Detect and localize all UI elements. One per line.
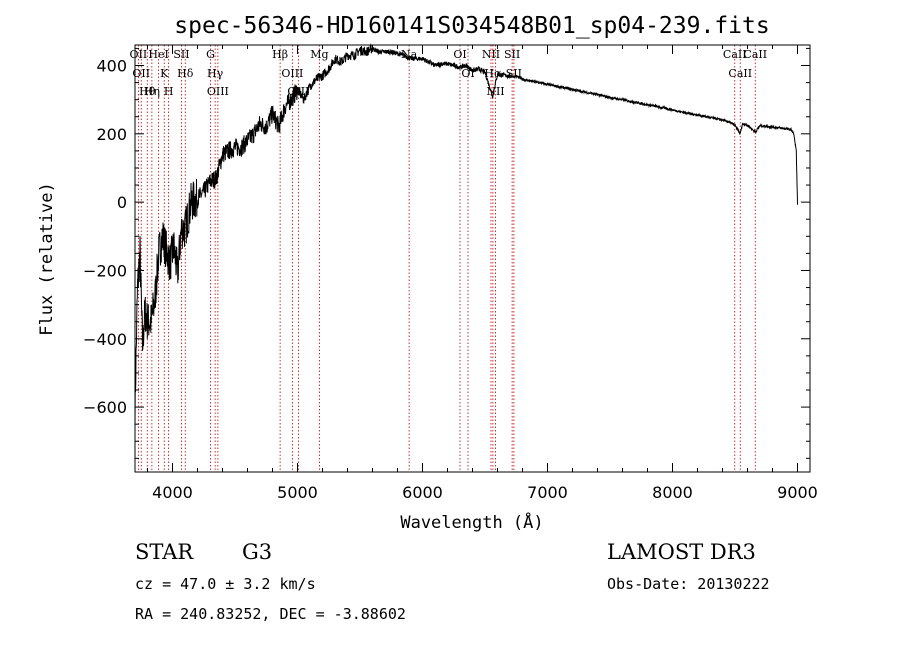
- line-label: H: [164, 85, 174, 98]
- line-label: OI: [453, 48, 466, 61]
- object-subclass: G3: [242, 540, 273, 564]
- plot-frame: [134, 44, 811, 473]
- y-axis: −600 −400 −200 0 200 400: [83, 47, 810, 459]
- line-label: OII: [132, 67, 150, 80]
- x-tick-label: 6000: [402, 483, 443, 502]
- x-tick-label: 5000: [277, 483, 318, 502]
- line-label: CaII: [743, 48, 767, 61]
- series-group: [134, 43, 798, 428]
- line-label: Mg: [310, 48, 328, 61]
- line-label: Hγ: [207, 67, 224, 80]
- line-label: OIII: [281, 67, 303, 80]
- x-tick-label: 4000: [152, 483, 193, 502]
- x-axis: 4000 5000 6000 7000 8000 9000: [147, 45, 818, 502]
- line-label: CaII: [723, 48, 747, 61]
- coordinates-text: RA = 240.83252, DEC = -3.88602: [135, 605, 406, 623]
- redshift-text: cz = 47.0 ± 3.2 km/s: [135, 575, 316, 593]
- line-label: Hη: [144, 85, 160, 98]
- line-label: HeI: [148, 48, 168, 61]
- line-label: Hβ: [272, 48, 288, 61]
- line-label: CaII: [728, 67, 752, 80]
- line-label: Hδ: [177, 67, 194, 80]
- obs-date-text: Obs-Date: 20130222: [607, 575, 770, 593]
- line-label: OII: [130, 48, 148, 61]
- object-class: STAR: [135, 540, 194, 564]
- x-tick-label: 9000: [777, 483, 818, 502]
- survey-label: LAMOST DR3: [607, 540, 756, 564]
- line-label: G: [206, 48, 215, 61]
- x-tick-label: 8000: [652, 483, 693, 502]
- line-label: Hθ: [139, 85, 156, 98]
- y-tick-label: −600: [83, 398, 127, 417]
- y-tick-label: −400: [83, 330, 127, 349]
- line-label: NII: [486, 85, 504, 98]
- line-label: NII: [482, 48, 500, 61]
- line-markers: [137, 45, 756, 472]
- line-label: SII: [504, 48, 520, 61]
- y-tick-label: −200: [83, 261, 127, 280]
- y-axis-label: Flux (relative): [37, 182, 57, 336]
- y-tick-label: 200: [96, 125, 127, 144]
- line-label: K: [160, 67, 169, 80]
- line-label: OIII: [207, 85, 229, 98]
- x-axis-label: Wavelength (Å): [400, 511, 543, 533]
- y-tick-label: 0: [117, 193, 127, 212]
- line-label: SII: [173, 48, 189, 61]
- chart-title: spec-56346-HD160141S034548B01_sp04-239.f…: [174, 13, 769, 39]
- flux-series-line: [134, 43, 798, 428]
- x-tick-label: 7000: [527, 483, 568, 502]
- y-tick-label: 400: [96, 56, 127, 75]
